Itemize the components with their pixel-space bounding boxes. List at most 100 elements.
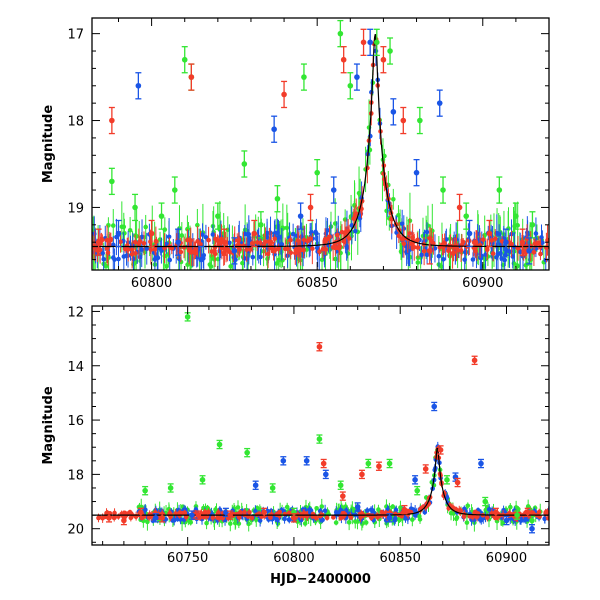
series-point	[387, 48, 393, 54]
series-point	[367, 39, 373, 46]
series-point	[514, 512, 520, 518]
data-point	[415, 245, 421, 250]
data-point	[185, 237, 190, 243]
data-point	[204, 520, 209, 526]
series-point	[198, 256, 205, 263]
series-point	[195, 512, 202, 518]
data-point	[128, 515, 134, 521]
data-point	[486, 507, 492, 512]
data-point	[200, 232, 205, 237]
data-point	[344, 245, 350, 251]
data-point	[330, 245, 336, 250]
series-point	[261, 509, 267, 516]
series-point	[138, 509, 144, 516]
series-point	[376, 463, 382, 470]
data-point	[215, 256, 221, 262]
data-point	[480, 237, 486, 242]
data-point	[136, 241, 142, 247]
data-point	[210, 232, 216, 237]
data-point	[419, 252, 424, 258]
data-point	[376, 507, 381, 512]
data-point	[227, 240, 232, 246]
data-point	[368, 507, 374, 513]
series-point	[231, 248, 238, 254]
series-point	[436, 100, 443, 106]
data-point	[384, 208, 389, 214]
series-point	[437, 447, 444, 453]
data-point	[363, 520, 369, 525]
data-point	[101, 256, 106, 262]
data-point	[319, 504, 325, 509]
data-point	[271, 248, 276, 254]
data-point	[164, 264, 169, 269]
data-point	[282, 516, 287, 522]
data-point	[195, 222, 200, 228]
data-point	[178, 249, 184, 255]
series-point	[181, 56, 188, 63]
data-point	[403, 516, 408, 521]
data-point	[207, 262, 213, 267]
series-point	[440, 187, 446, 193]
data-point	[525, 504, 531, 509]
data-point	[152, 247, 158, 252]
data-point	[288, 250, 294, 256]
data-point	[398, 505, 403, 510]
data-point	[267, 239, 272, 244]
series-point	[340, 493, 346, 499]
data-point	[410, 517, 415, 522]
data-point	[241, 243, 246, 248]
series-point	[471, 357, 478, 364]
data-point	[351, 216, 357, 221]
series-point	[390, 109, 397, 115]
plot-frame	[91, 305, 550, 546]
series-point	[380, 56, 387, 63]
data-point	[525, 232, 530, 238]
x-tick-label: 60850	[297, 276, 338, 291]
data-point	[531, 249, 537, 255]
data-point	[247, 247, 253, 252]
data-point	[396, 212, 401, 218]
series-point	[330, 187, 337, 193]
series-point	[115, 230, 122, 237]
series-point	[227, 512, 233, 518]
data-point	[265, 256, 270, 262]
data-point	[399, 236, 405, 242]
data-point	[407, 231, 413, 236]
series-point	[303, 458, 310, 464]
data-point	[489, 238, 494, 243]
series-point	[529, 222, 536, 228]
series-point	[486, 230, 493, 237]
series-point	[493, 509, 499, 516]
model-curve	[92, 447, 549, 516]
series-point	[337, 482, 344, 489]
series-point	[463, 213, 470, 219]
series-point	[513, 213, 519, 219]
series-point	[216, 441, 223, 448]
data-point	[314, 505, 319, 511]
data-point	[171, 518, 177, 523]
series-point	[142, 487, 148, 494]
data-point	[533, 231, 539, 236]
data-point	[268, 515, 273, 520]
series-point	[135, 82, 142, 89]
series-point	[106, 515, 112, 521]
data-point	[339, 229, 345, 235]
data-point	[462, 257, 467, 262]
data-point	[461, 514, 467, 519]
data-point	[492, 236, 498, 241]
series-point	[171, 187, 178, 193]
data-point	[470, 514, 475, 520]
data-point	[350, 506, 355, 512]
data-point	[322, 236, 328, 242]
data-point	[154, 239, 159, 244]
data-point	[302, 521, 308, 526]
series-point	[132, 204, 138, 211]
data-point	[382, 153, 387, 159]
data-point	[431, 241, 436, 246]
data-point	[228, 264, 233, 269]
series-point	[482, 498, 489, 505]
series-point	[175, 239, 181, 245]
series-point	[281, 91, 287, 98]
data-point	[391, 196, 396, 202]
data-point	[247, 509, 252, 515]
